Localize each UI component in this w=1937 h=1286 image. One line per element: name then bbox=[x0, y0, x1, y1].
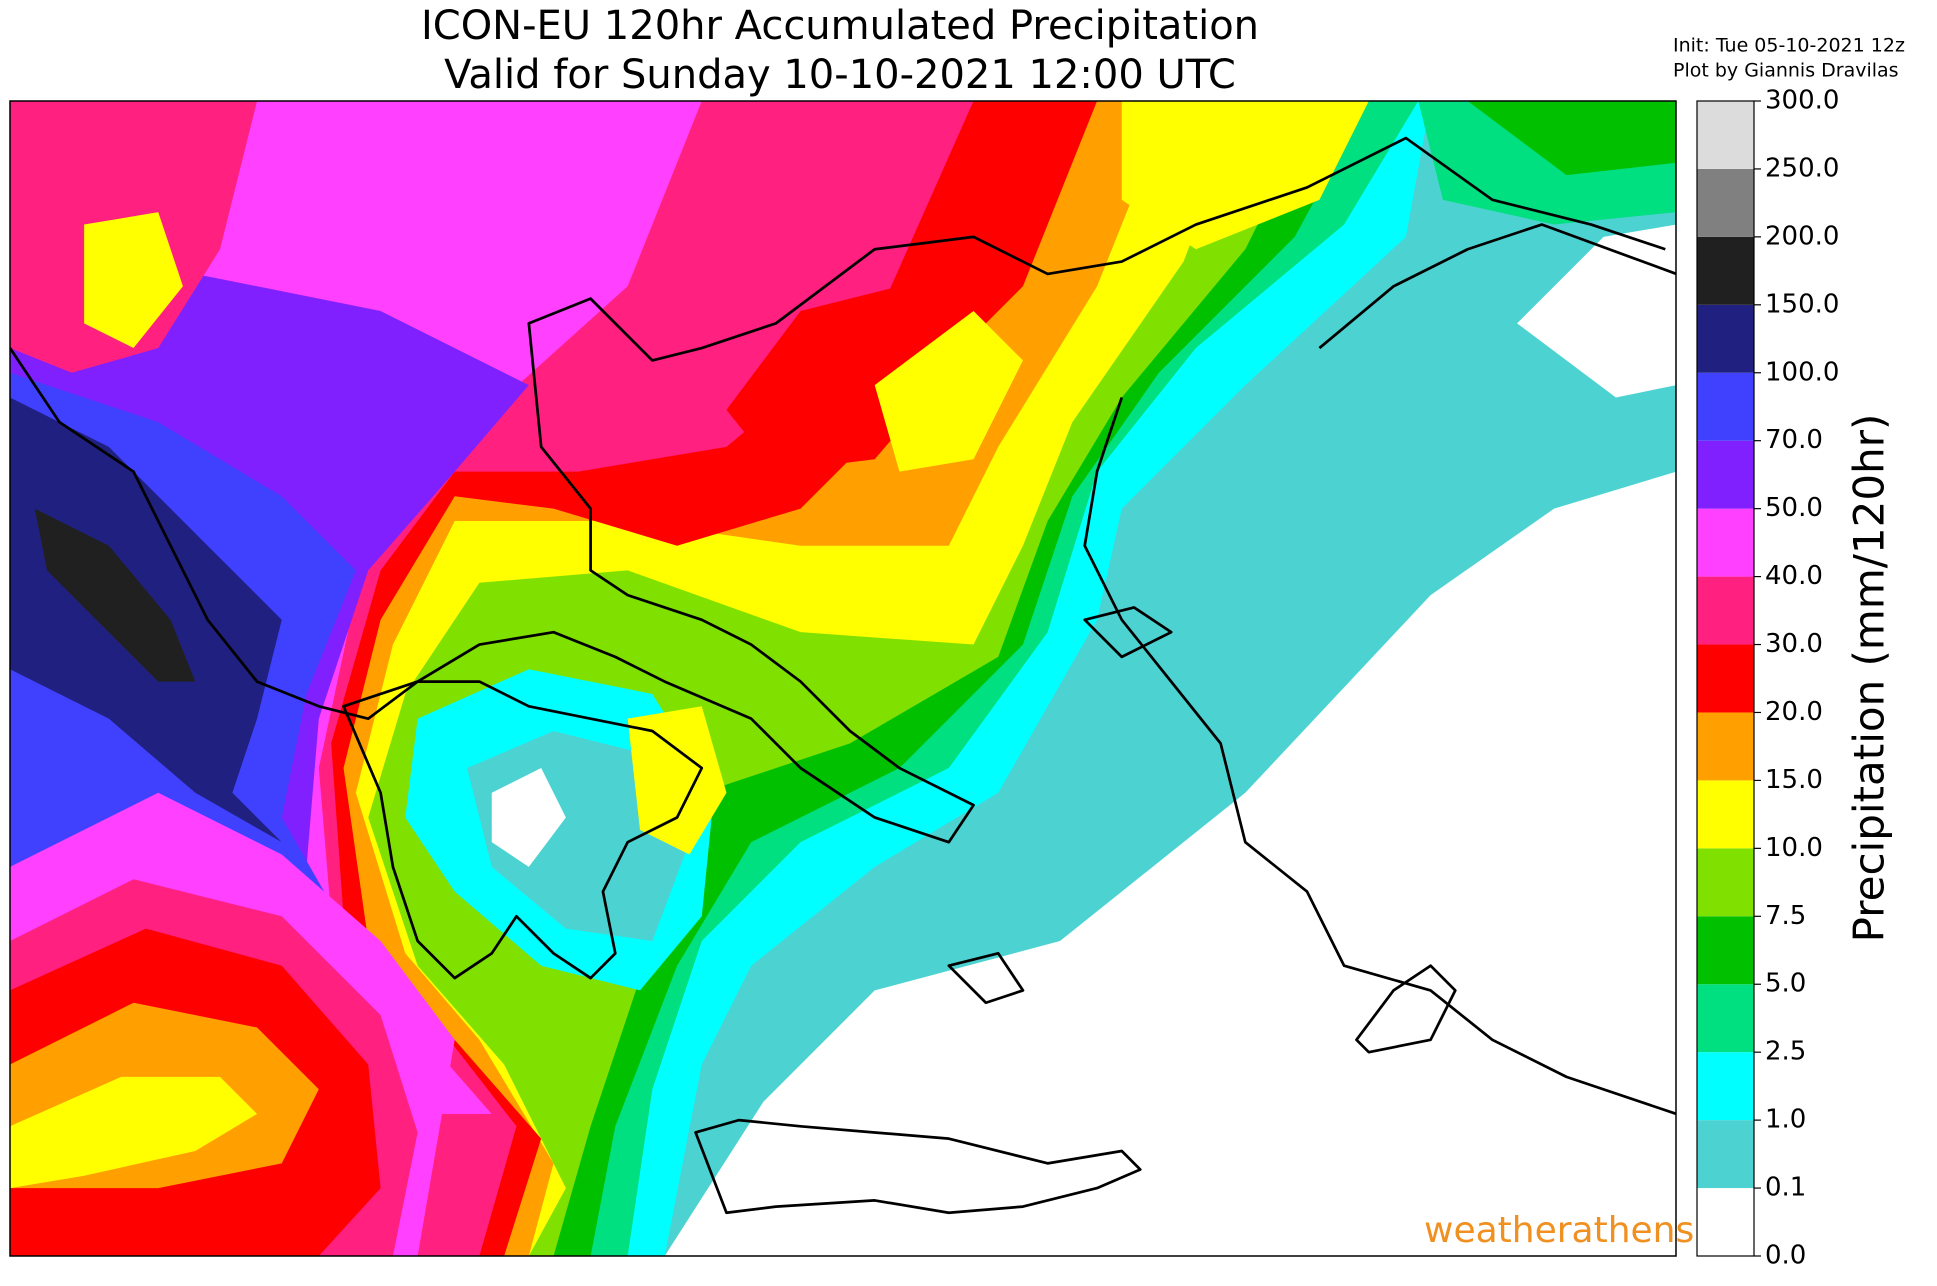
title-line: ICON-EU 120hr Accumulated Precipitation bbox=[421, 3, 1259, 49]
colorbar-tick-label: 0.1 bbox=[1765, 1173, 1806, 1203]
colorbar-band bbox=[1697, 508, 1754, 577]
colorbar-band bbox=[1697, 1188, 1754, 1256]
colorbar-tick-label: 200.0 bbox=[1765, 221, 1839, 251]
colorbar-tick-label: 150.0 bbox=[1765, 289, 1839, 319]
plot-frame bbox=[9, 100, 1677, 1257]
colorbar-label: Precipitation (mm/120hr) bbox=[1845, 414, 1894, 943]
colorbar-band bbox=[1697, 984, 1754, 1053]
title-line: Valid for Sunday 10-10-2021 12:00 UTC bbox=[444, 52, 1236, 98]
colorbar-tick-label: 70.0 bbox=[1765, 425, 1823, 455]
colorbar-band bbox=[1697, 1052, 1754, 1121]
colorbar-tick-label: 10.0 bbox=[1765, 833, 1823, 863]
colorbar-band bbox=[1697, 576, 1754, 645]
colorbar-tick-label: 5.0 bbox=[1765, 969, 1806, 999]
logo: weatherathens bbox=[1424, 1210, 1694, 1251]
colorbar-band bbox=[1697, 440, 1754, 509]
colorbar-band bbox=[1697, 304, 1754, 373]
colorbar-band bbox=[1697, 168, 1754, 237]
colorbar-band bbox=[1697, 236, 1754, 305]
colorbar-tick-label: 30.0 bbox=[1765, 629, 1823, 659]
info-line: Init: Tue 05-10-2021 12z bbox=[1673, 35, 1905, 57]
colorbar-band bbox=[1697, 848, 1754, 917]
precipitation-map bbox=[10, 101, 1677, 1257]
colorbar-tick-label: 1.0 bbox=[1765, 1105, 1806, 1135]
colorbar-tick-label: 300.0 bbox=[1765, 86, 1839, 116]
colorbar-band bbox=[1697, 916, 1754, 985]
colorbar-tick-label: 40.0 bbox=[1765, 561, 1823, 591]
info-line: Plot by Giannis Dravilas bbox=[1673, 60, 1899, 82]
colorbar-tick-label: 2.5 bbox=[1765, 1037, 1806, 1067]
colorbar-tick-label: 7.5 bbox=[1765, 901, 1806, 931]
colorbar-tick-label: 250.0 bbox=[1765, 153, 1839, 183]
colorbar-band bbox=[1697, 1120, 1754, 1189]
colorbar-band bbox=[1697, 372, 1754, 441]
colorbar-band bbox=[1697, 644, 1754, 713]
colorbar-frame bbox=[1696, 100, 1755, 1257]
colorbar: 0.0 0.1 1.0 2.5 5.0 7.5 10.0 15.0 20.0 30.0 40.0 50… bbox=[1696, 86, 1894, 1271]
colorbar-tick-label: 20.0 bbox=[1765, 697, 1823, 727]
colorbar-band bbox=[1697, 712, 1754, 781]
colorbar-tick-label: 0.0 bbox=[1765, 1241, 1806, 1271]
colorbar-tick-label: 15.0 bbox=[1765, 765, 1823, 795]
colorbar-tick-label: 100.0 bbox=[1765, 357, 1839, 387]
colorbar-band bbox=[1697, 101, 1754, 169]
colorbar-tick-label: 50.0 bbox=[1765, 493, 1823, 523]
colorbar-band bbox=[1697, 780, 1754, 849]
